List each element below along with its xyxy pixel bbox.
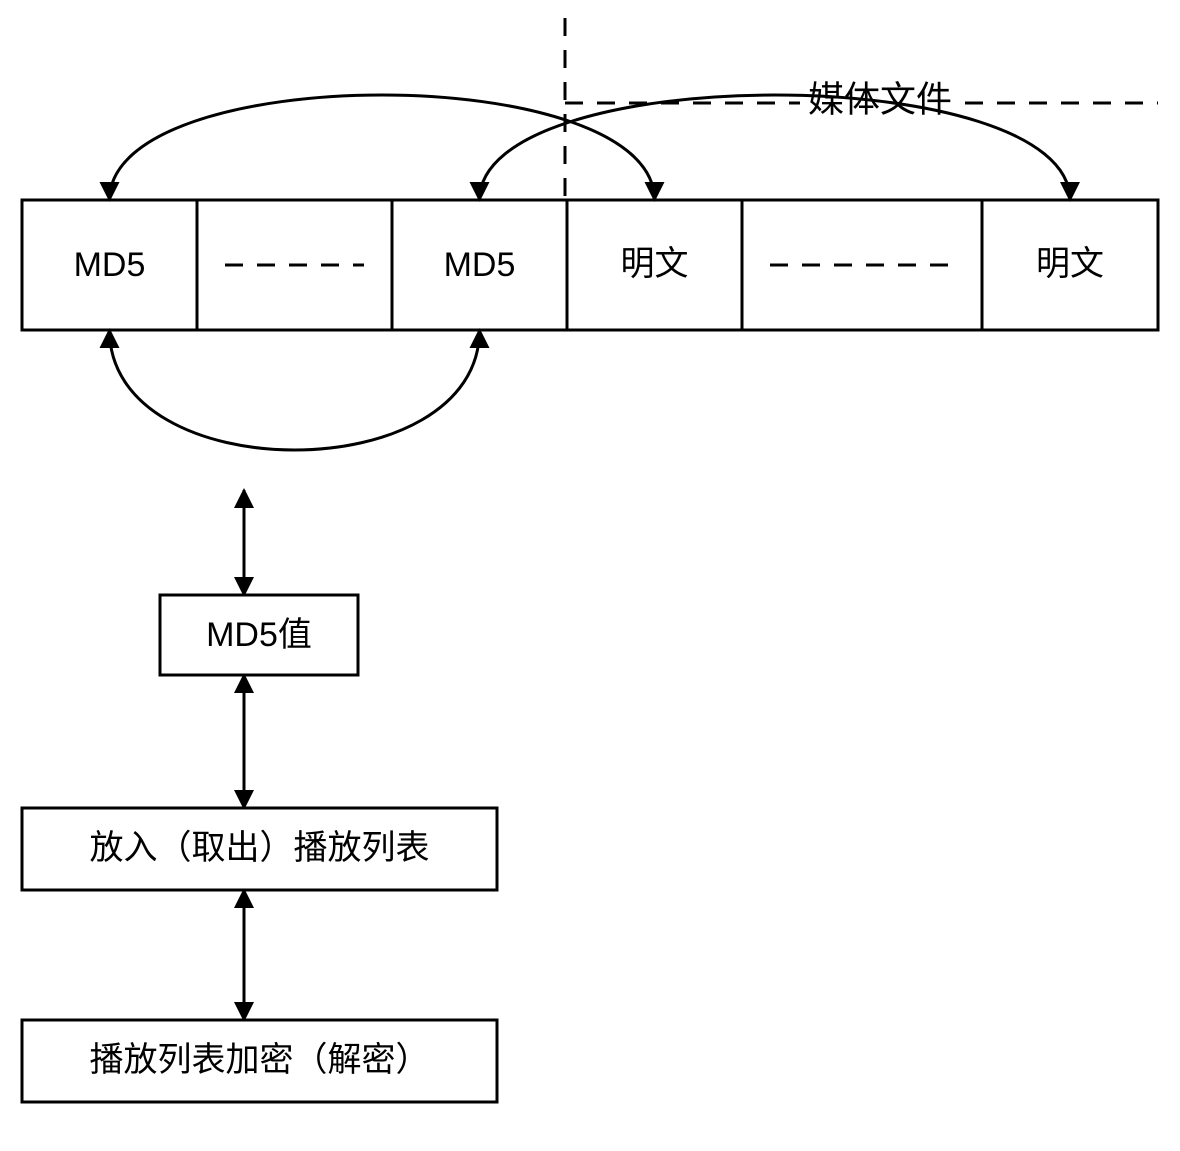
playlist-put-label: 放入（取出）播放列表: [90, 829, 430, 867]
md5-group-arc: [110, 330, 480, 450]
mapping-arc-top-1: [480, 95, 1071, 200]
cell-label-plaintext: 明文: [621, 245, 689, 283]
cell-label-md5: MD5: [444, 246, 516, 284]
mapping-arc-top-0: [110, 95, 655, 200]
media-file-label: 媒体文件: [808, 79, 952, 119]
cell-label-plaintext: 明文: [1036, 245, 1104, 283]
playlist-encrypt-label: 播放列表加密（解密）: [90, 1041, 430, 1079]
cell-label-md5: MD5: [74, 246, 146, 284]
md5-value-label: MD5值: [206, 616, 312, 654]
